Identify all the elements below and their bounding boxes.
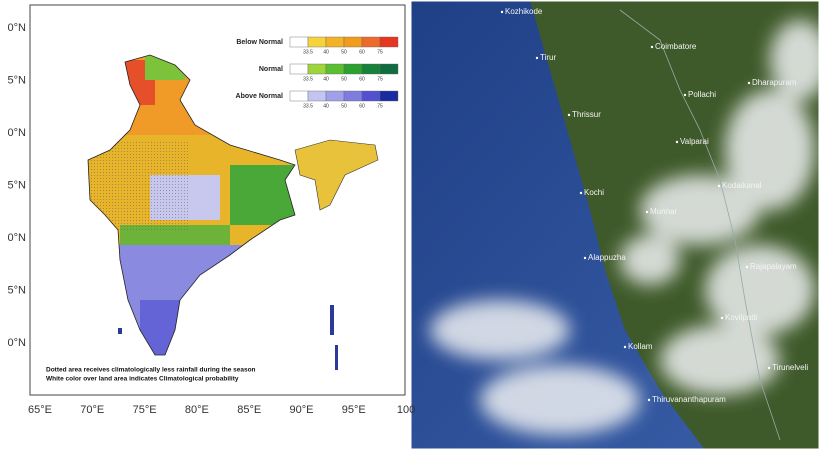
place-dot xyxy=(583,256,587,260)
legend-swatch xyxy=(343,90,363,102)
andaman-islands xyxy=(330,305,334,335)
northeast-region xyxy=(294,139,379,211)
y-axis-label: 0°N xyxy=(8,127,27,139)
place-label: Thiruvananthapuram xyxy=(652,395,726,404)
map-note: White color over land area indicates Cli… xyxy=(46,376,239,383)
legend-swatch xyxy=(343,63,363,75)
legend-tick: 40 xyxy=(323,103,329,109)
place-label: Kodaikanal xyxy=(722,181,762,190)
place-dot xyxy=(500,10,504,14)
legend-swatch xyxy=(379,90,399,102)
legend-title: Above Normal xyxy=(236,93,284,100)
x-axis-label: 65°E xyxy=(28,404,52,416)
place-label: Thrissur xyxy=(572,110,601,119)
place-dot xyxy=(623,345,627,349)
place-label: Tirunelveli xyxy=(772,363,808,372)
legend-swatch xyxy=(325,90,345,102)
x-axis-label: 100 xyxy=(397,404,415,416)
place-dot xyxy=(747,81,751,85)
place-dot xyxy=(720,316,724,320)
legend-tick: 50 xyxy=(341,49,347,55)
y-axis-label: 0°N xyxy=(8,22,27,34)
legend-tick: 75 xyxy=(377,103,383,109)
legend-tick: 33.5 xyxy=(303,49,313,55)
legend-tick: 60 xyxy=(359,49,365,55)
lakshadweep xyxy=(118,328,122,334)
india-outline xyxy=(87,54,296,356)
place-dot xyxy=(717,184,721,188)
x-axis-label: 90°E xyxy=(290,404,314,416)
x-axis-label: 80°E xyxy=(185,404,209,416)
place-dot xyxy=(745,265,749,269)
legend-swatch xyxy=(307,63,327,75)
y-axis-label: 0°N xyxy=(8,337,27,349)
legend-swatch xyxy=(289,36,309,48)
legend-title: Normal xyxy=(259,66,283,73)
place-dot xyxy=(675,140,679,144)
legend-tick: 75 xyxy=(377,76,383,82)
legend-swatch xyxy=(361,36,381,48)
legend-tick: 33.5 xyxy=(303,103,313,109)
legend-tick: 50 xyxy=(341,76,347,82)
y-axis-label: 5°N xyxy=(8,74,27,86)
place-dot xyxy=(645,210,649,214)
place-label: Coimbatore xyxy=(655,42,697,51)
legend-swatch xyxy=(307,90,327,102)
place-label: Valparai xyxy=(680,137,709,146)
place-label: Kochi xyxy=(584,188,604,197)
legend-tick: 33.5 xyxy=(303,76,313,82)
satellite-image xyxy=(408,0,820,452)
place-label: Tirur xyxy=(540,53,556,62)
legend-tick: 60 xyxy=(359,103,365,109)
place-dot xyxy=(647,398,651,402)
map-note: Dotted area receives climatologically le… xyxy=(46,367,256,374)
place-dot xyxy=(579,191,583,195)
place-dot xyxy=(683,93,687,97)
legend-swatch xyxy=(343,36,363,48)
legend-tick: 75 xyxy=(377,49,383,55)
legend-swatch xyxy=(361,63,381,75)
place-dot xyxy=(567,113,571,117)
place-label: Pollachi xyxy=(688,90,716,99)
place-label: Rajapalayam xyxy=(750,262,797,271)
legend-swatch xyxy=(361,90,381,102)
place-dot xyxy=(767,366,771,370)
place-label: Dharapuram xyxy=(752,78,797,87)
legend-swatch xyxy=(379,36,399,48)
legend-tick: 60 xyxy=(359,76,365,82)
y-axis-label: 5°N xyxy=(8,284,27,296)
x-axis-label: 95°E xyxy=(342,404,366,416)
x-axis-label: 85°E xyxy=(237,404,261,416)
place-label: Kovilpatti xyxy=(725,313,758,322)
nicobar-islands xyxy=(335,345,338,370)
legend-swatch xyxy=(307,36,327,48)
place-label: Alappuzha xyxy=(588,253,626,262)
place-dot xyxy=(650,45,654,49)
place-label: Kozhikode xyxy=(505,7,543,16)
legend-swatch xyxy=(289,90,309,102)
x-axis-label: 70°E xyxy=(80,404,104,416)
place-label: Kollam xyxy=(628,342,653,351)
legend-swatch xyxy=(289,63,309,75)
legend-title: Below Normal xyxy=(236,39,283,46)
legend-swatch xyxy=(325,63,345,75)
y-axis-label: 0°N xyxy=(8,232,27,244)
y-axis-label: 5°N xyxy=(8,179,27,191)
place-dot xyxy=(535,56,539,60)
legend-swatch xyxy=(325,36,345,48)
legend-tick: 40 xyxy=(323,76,329,82)
x-axis-label: 75°E xyxy=(133,404,157,416)
legend-swatch xyxy=(379,63,399,75)
legend-tick: 40 xyxy=(323,49,329,55)
place-label: Munnar xyxy=(650,207,677,216)
legend-tick: 50 xyxy=(341,103,347,109)
